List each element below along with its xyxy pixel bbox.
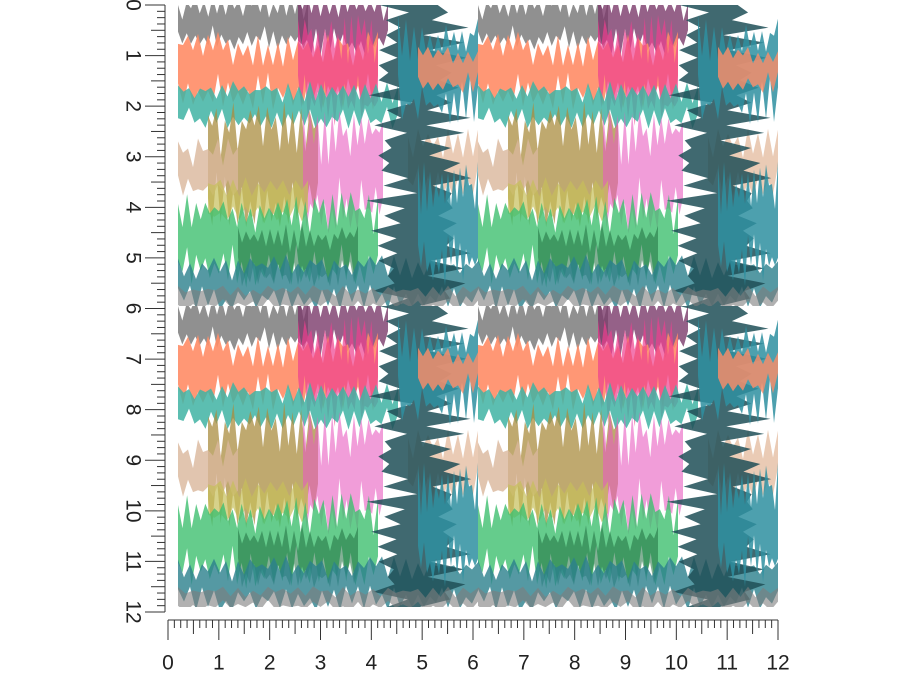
- ruler-label: 10: [121, 499, 144, 522]
- ruler-label: 7: [518, 652, 530, 675]
- ruler-label: 0: [121, 0, 144, 11]
- ruler-label: 5: [121, 252, 144, 264]
- ruler-label: 2: [121, 100, 144, 112]
- ruler-label: 2: [264, 652, 276, 675]
- ruler-label: 6: [121, 303, 144, 315]
- pattern-swatch: [178, 5, 778, 607]
- ruler-label: 12: [766, 652, 789, 675]
- ruler-label: 11: [716, 652, 738, 675]
- ruler-label: 9: [121, 454, 144, 466]
- ruler-label: 3: [315, 652, 327, 675]
- ruler-label: 4: [365, 652, 377, 675]
- ruler-label: 4: [121, 201, 144, 213]
- ruler-label: 5: [416, 652, 428, 675]
- ruler-label: 7: [121, 353, 144, 365]
- ruler-label: 0: [162, 652, 174, 675]
- ruler-label: 8: [121, 404, 144, 416]
- ruler-label: 9: [620, 652, 632, 675]
- ruler-label: 12: [121, 600, 144, 623]
- ruler-label: 10: [665, 652, 688, 675]
- ruler-label: 11: [121, 551, 144, 573]
- ruler-label: 6: [467, 652, 479, 675]
- ruler-label: 8: [569, 652, 581, 675]
- ruler-label: 1: [213, 652, 225, 675]
- ruler-label: 3: [121, 151, 144, 163]
- ruler-label: 1: [121, 50, 144, 62]
